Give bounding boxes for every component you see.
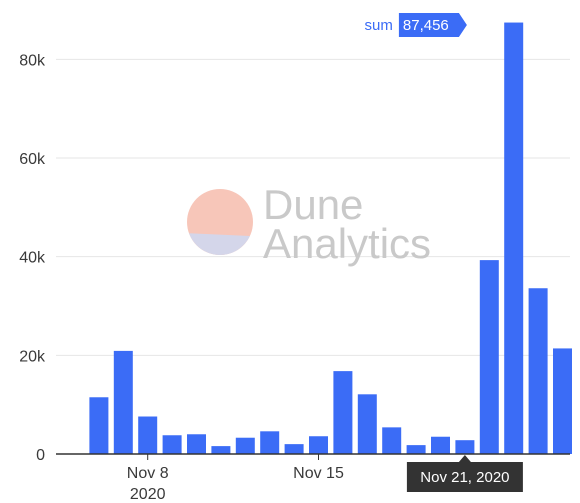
bar[interactable] bbox=[455, 440, 475, 454]
bar[interactable] bbox=[357, 394, 377, 454]
y-tick-label: 20k bbox=[19, 348, 46, 365]
value-tooltip: sum 87,456 bbox=[365, 13, 467, 37]
x-tick-label: Nov 8 bbox=[127, 465, 169, 482]
x-axis: Nov 8 2020 Nov 15 bbox=[56, 453, 570, 503]
x-tick-label: Nov 15 bbox=[293, 465, 344, 482]
y-tick-label: 60k bbox=[19, 151, 46, 168]
watermark-analytics-text: Analytics bbox=[263, 220, 431, 267]
y-axis: 0 20k 40k 60k 80k bbox=[19, 52, 46, 464]
tooltip-date-label: Nov 21, 2020 bbox=[420, 469, 509, 486]
tooltip-date-box bbox=[406, 455, 523, 492]
bar[interactable] bbox=[284, 444, 304, 454]
bar[interactable] bbox=[309, 436, 328, 454]
bar[interactable] bbox=[333, 371, 353, 454]
dune-logo-lower-half bbox=[188, 233, 250, 255]
y-tick-label: 40k bbox=[19, 250, 46, 267]
dune-analytics-watermark: Dune Analytics bbox=[187, 181, 431, 267]
bar[interactable] bbox=[431, 436, 450, 454]
date-tooltip: Nov 21, 2020 bbox=[406, 455, 523, 492]
bar[interactable] bbox=[528, 288, 548, 454]
bar[interactable] bbox=[235, 437, 255, 454]
bar[interactable] bbox=[260, 431, 280, 454]
bar[interactable] bbox=[553, 348, 572, 454]
bar[interactable] bbox=[504, 22, 524, 454]
bar[interactable] bbox=[138, 416, 158, 454]
watermark-dune-text: Dune bbox=[263, 181, 363, 228]
bar[interactable] bbox=[211, 446, 231, 454]
tooltip-value-box bbox=[398, 13, 467, 37]
y-tick-label: 0 bbox=[36, 447, 45, 464]
x-tick-label: 2020 bbox=[130, 486, 166, 503]
bar[interactable] bbox=[162, 435, 182, 454]
bar[interactable] bbox=[406, 445, 426, 454]
tooltip-value-label: 87,456 bbox=[403, 17, 449, 34]
bar[interactable] bbox=[479, 260, 499, 454]
bar[interactable] bbox=[187, 434, 206, 454]
bar[interactable] bbox=[89, 397, 109, 454]
y-tick-label: 80k bbox=[19, 52, 46, 69]
bars bbox=[89, 22, 572, 454]
bar[interactable] bbox=[113, 350, 133, 454]
bar[interactable] bbox=[382, 427, 402, 454]
tooltip-series-label: sum bbox=[365, 17, 393, 34]
